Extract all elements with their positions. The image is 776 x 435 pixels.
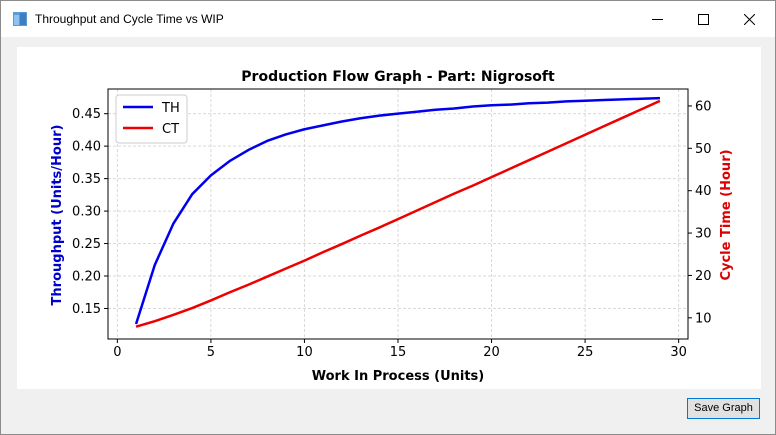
y2-tick-label: 50 <box>695 142 712 157</box>
y2-tick-label: 30 <box>695 227 712 242</box>
y2-tick-label: 10 <box>695 311 712 326</box>
tick-layer: 0 5 10 15 20 25 30 0.15 0.20 0.25 0.30 0.35 0.40 0.45… <box>72 99 712 360</box>
y-tick-label: 0.15 <box>72 302 101 317</box>
save-graph-button[interactable]: Save Graph <box>687 398 760 419</box>
plot-panel: Production Flow Graph - Part: Nigrosoft … <box>17 47 761 389</box>
close-icon <box>744 14 755 25</box>
minimize-button[interactable] <box>635 1 681 37</box>
x-tick-label: 20 <box>483 345 500 360</box>
title-bar[interactable]: Throughput and Cycle Time vs WIP <box>1 1 775 37</box>
minimize-icon <box>652 19 663 20</box>
window-title: Throughput and Cycle Time vs WIP <box>35 12 224 26</box>
y2-tick-label: 40 <box>695 184 712 199</box>
x-tick-label: 25 <box>577 345 594 360</box>
y-tick-label: 0.25 <box>72 237 101 252</box>
series-layer <box>134 96 661 328</box>
y-tick-label: 0.35 <box>72 172 101 187</box>
y-tick-label: 0.30 <box>72 205 101 220</box>
app-window-icon <box>13 12 27 26</box>
ct-series-line <box>135 99 661 328</box>
x-tick-label: 30 <box>670 345 687 360</box>
chart-title: Production Flow Graph - Part: Nigrosoft <box>241 69 555 85</box>
production-flow-chart: Production Flow Graph - Part: Nigrosoft … <box>50 69 734 384</box>
close-button[interactable] <box>727 1 773 37</box>
legend: TH CT <box>115 94 188 144</box>
maximize-icon <box>698 14 709 25</box>
x-tick-label: 0 <box>113 345 121 360</box>
x-axis-label: Work In Process (Units) <box>312 369 485 384</box>
y2-tick-label: 60 <box>695 99 712 114</box>
x-tick-label: 10 <box>296 345 313 360</box>
legend-th-label: TH <box>161 101 180 116</box>
y2-tick-label: 20 <box>695 269 712 284</box>
y-tick-label: 0.45 <box>72 107 101 122</box>
y2-axis-label: Cycle Time (Hour) <box>719 149 734 280</box>
legend-ct-label: CT <box>162 122 179 137</box>
th-series-line <box>134 96 660 325</box>
maximize-button[interactable] <box>681 1 727 37</box>
y-tick-label: 0.20 <box>72 270 101 285</box>
x-tick-label: 15 <box>390 345 407 360</box>
y-tick-label: 0.40 <box>72 140 101 155</box>
y-axis-label: Throughput (Units/Hour) <box>50 125 65 306</box>
x-tick-label: 5 <box>207 345 215 360</box>
